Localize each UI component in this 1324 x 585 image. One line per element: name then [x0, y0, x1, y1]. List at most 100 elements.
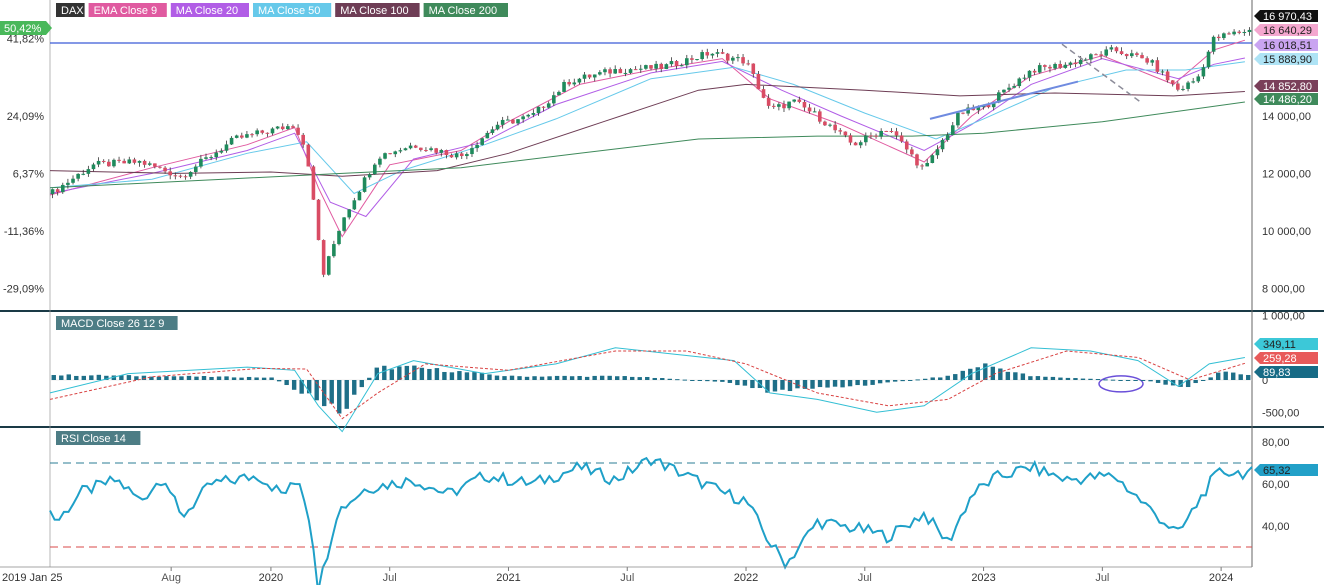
macd-histogram-bar	[645, 376, 650, 380]
candle-up	[546, 103, 551, 108]
macd-histogram-bar	[231, 377, 237, 380]
macd-histogram-bar	[1043, 376, 1048, 380]
macd-histogram-bar	[614, 376, 620, 380]
candle-down	[817, 111, 822, 122]
macd-histogram-bar	[299, 380, 304, 394]
candle-down	[541, 106, 546, 108]
macd-histogram-bar	[89, 375, 94, 380]
candle-up	[50, 189, 55, 195]
macd-histogram-bar	[404, 365, 410, 380]
macd-histogram-bar	[59, 375, 64, 380]
macd-histogram-bar	[787, 380, 793, 392]
macd-histogram-bar	[502, 376, 507, 380]
candle-down	[419, 147, 423, 151]
candle-up	[485, 132, 490, 139]
candle-down	[444, 150, 449, 156]
candle-up	[1089, 54, 1093, 60]
candle-down	[894, 131, 899, 136]
candle-up	[60, 184, 65, 193]
candle-up	[270, 128, 275, 134]
candle-up	[1181, 88, 1185, 90]
macd-histogram-bar	[675, 379, 680, 381]
candle-down	[424, 150, 428, 152]
macd-histogram-bar	[607, 375, 612, 380]
macd-histogram-bar	[1035, 376, 1041, 380]
macd-histogram-bar	[427, 368, 432, 380]
candle-up	[219, 150, 224, 153]
macd-histogram-bar	[539, 376, 545, 380]
candle-down	[1176, 83, 1180, 90]
candle-down	[756, 73, 761, 90]
macd-histogram-bar	[750, 380, 755, 389]
macd-histogram-bar	[74, 375, 79, 380]
macd-histogram-bar	[697, 380, 703, 381]
macd-histogram-bar	[141, 375, 147, 380]
macd-histogram-bar	[840, 380, 845, 388]
candle-up	[1083, 59, 1088, 61]
macd-histogram-bar	[652, 377, 657, 380]
price-value-badge	[1254, 24, 1318, 36]
macd-histogram-bar	[630, 376, 635, 380]
price-tick-label: 8 000,00	[1262, 283, 1305, 295]
candle-up	[582, 74, 587, 79]
x-axis-label: Jul	[1095, 572, 1109, 584]
x-axis-label: Jul	[620, 572, 634, 584]
macd-value-badge	[1254, 338, 1318, 350]
macd-histogram-bar	[164, 376, 169, 380]
legend-swatch	[335, 3, 420, 17]
candle-up	[91, 164, 96, 170]
candle-up	[557, 91, 561, 96]
macd-histogram-bar	[765, 380, 770, 393]
candle-down	[1140, 55, 1144, 59]
candle-down	[904, 141, 909, 150]
candle-down	[183, 176, 188, 178]
macd-histogram-bar	[705, 380, 710, 382]
macd-title: MACD Close 26 12 9	[61, 318, 164, 330]
candle-down	[833, 124, 837, 131]
candle-up	[562, 81, 566, 92]
macd-histogram-bar	[532, 376, 537, 380]
candle-up	[1109, 47, 1114, 50]
macd-histogram-bar	[1080, 378, 1086, 380]
price-tick-label: 12 000,00	[1262, 168, 1311, 180]
candle-down	[311, 166, 316, 200]
macd-histogram-bar	[186, 375, 192, 380]
candle-down	[291, 126, 295, 128]
candle-up	[1002, 89, 1006, 93]
rsi-tick-label: 80,00	[1262, 437, 1290, 449]
candle-up	[347, 209, 352, 218]
candle-down	[1058, 63, 1062, 68]
candle-up	[577, 78, 582, 83]
macd-histogram-bar	[780, 380, 785, 390]
trendline-rising	[929, 80, 1079, 120]
candle-up	[490, 129, 495, 133]
candle-up	[623, 72, 628, 74]
macd-histogram-bar	[66, 374, 71, 380]
candle-down	[649, 65, 653, 69]
candle-up	[495, 124, 500, 130]
candle-down	[782, 104, 786, 109]
price-tick-label: 14 000,00	[1262, 111, 1311, 123]
candle-up	[731, 57, 735, 61]
macd-histogram-bar	[1193, 380, 1198, 384]
macd-histogram-bar	[975, 367, 980, 380]
legend-swatch	[56, 3, 85, 17]
dax-candles	[50, 27, 1252, 278]
x-axis-label: Aug	[161, 572, 181, 584]
candle-up	[526, 114, 531, 117]
macd-histogram-bar	[720, 380, 725, 382]
candle-up	[531, 113, 536, 115]
price-value-badge	[1254, 80, 1318, 92]
candle-down	[720, 52, 725, 54]
macd-histogram-bar	[389, 369, 395, 380]
macd-histogram-bar	[847, 380, 853, 387]
candle-up	[193, 166, 198, 172]
legend-label: EMA Close 9	[94, 5, 158, 17]
candle-down	[240, 135, 244, 138]
percent-tick-label: 6,37%	[13, 168, 44, 180]
candle-up	[592, 74, 597, 78]
candle-up	[275, 126, 280, 129]
candle-up	[1078, 59, 1083, 65]
candle-up	[603, 69, 607, 73]
candle-up	[147, 163, 152, 165]
